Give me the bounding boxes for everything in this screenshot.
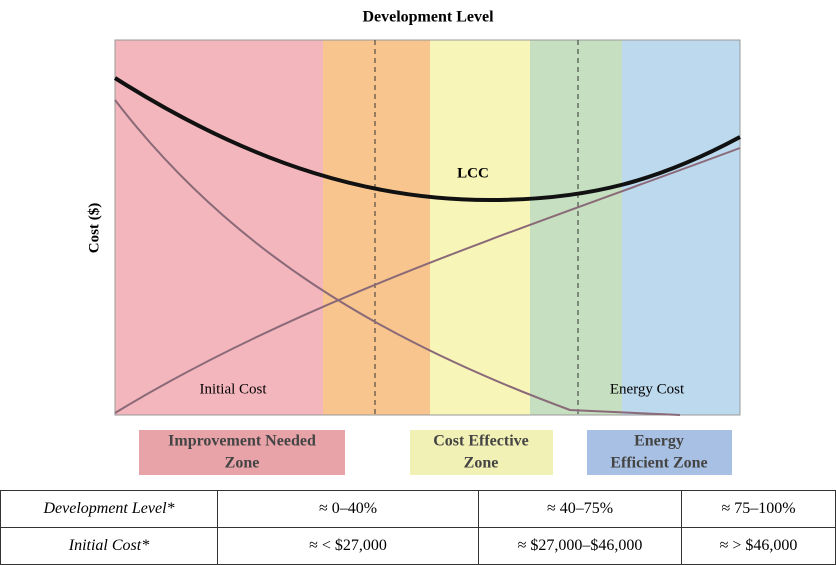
table-cell: ≈ 40–75% [478, 490, 682, 528]
title: Development Level [362, 9, 494, 26]
curve-label: LCC [457, 165, 489, 181]
zone-box [410, 430, 553, 475]
table-row: Initial Cost* ≈ < $27,000 ≈ $27,000–$46,… [0, 527, 836, 565]
table-cell: ≈ $27,000–$46,000 [478, 527, 682, 565]
table-cell: ≈ < $27,000 [217, 527, 479, 565]
diagram: Development Level Cost ($) LCC Initial C… [86, 9, 741, 475]
zone-bg [323, 40, 430, 415]
zone-label: Improvement Needed [168, 433, 316, 450]
table-row: Development Level* ≈ 0–40% ≈ 40–75% ≈ 75… [0, 490, 836, 528]
zone-label: Energy [634, 433, 684, 450]
plot-frame [114, 39, 741, 416]
zone-bg [530, 40, 622, 415]
energy-curve [114, 99, 681, 416]
initial-curve [114, 147, 741, 414]
table-cell: Development Level* [0, 490, 218, 528]
curve-label: Initial Cost [199, 381, 267, 397]
table-cell: ≈ 75–100% [681, 490, 836, 528]
zone-box [587, 430, 732, 475]
table-cell: Initial Cost* [0, 527, 218, 565]
zone-box [139, 430, 345, 475]
zone-label: Zone [225, 455, 260, 472]
lcc-curve [113, 76, 741, 203]
zone-bg [430, 40, 530, 415]
table-cell: ≈ 0–40% [217, 490, 479, 528]
curve-label: Energy Cost [610, 381, 685, 397]
zone-label: Efficient Zone [610, 455, 707, 472]
y-axis-label: Cost ($) [86, 203, 102, 253]
zone-bg [622, 40, 740, 415]
zone-label: Cost Effective [433, 433, 529, 450]
cost-table: Development Level* ≈ 0–40% ≈ 40–75% ≈ 75… [0, 490, 836, 565]
table-cell: ≈ > $46,000 [681, 527, 836, 565]
zone-label: Zone [464, 455, 499, 472]
zone-bg [115, 40, 323, 415]
